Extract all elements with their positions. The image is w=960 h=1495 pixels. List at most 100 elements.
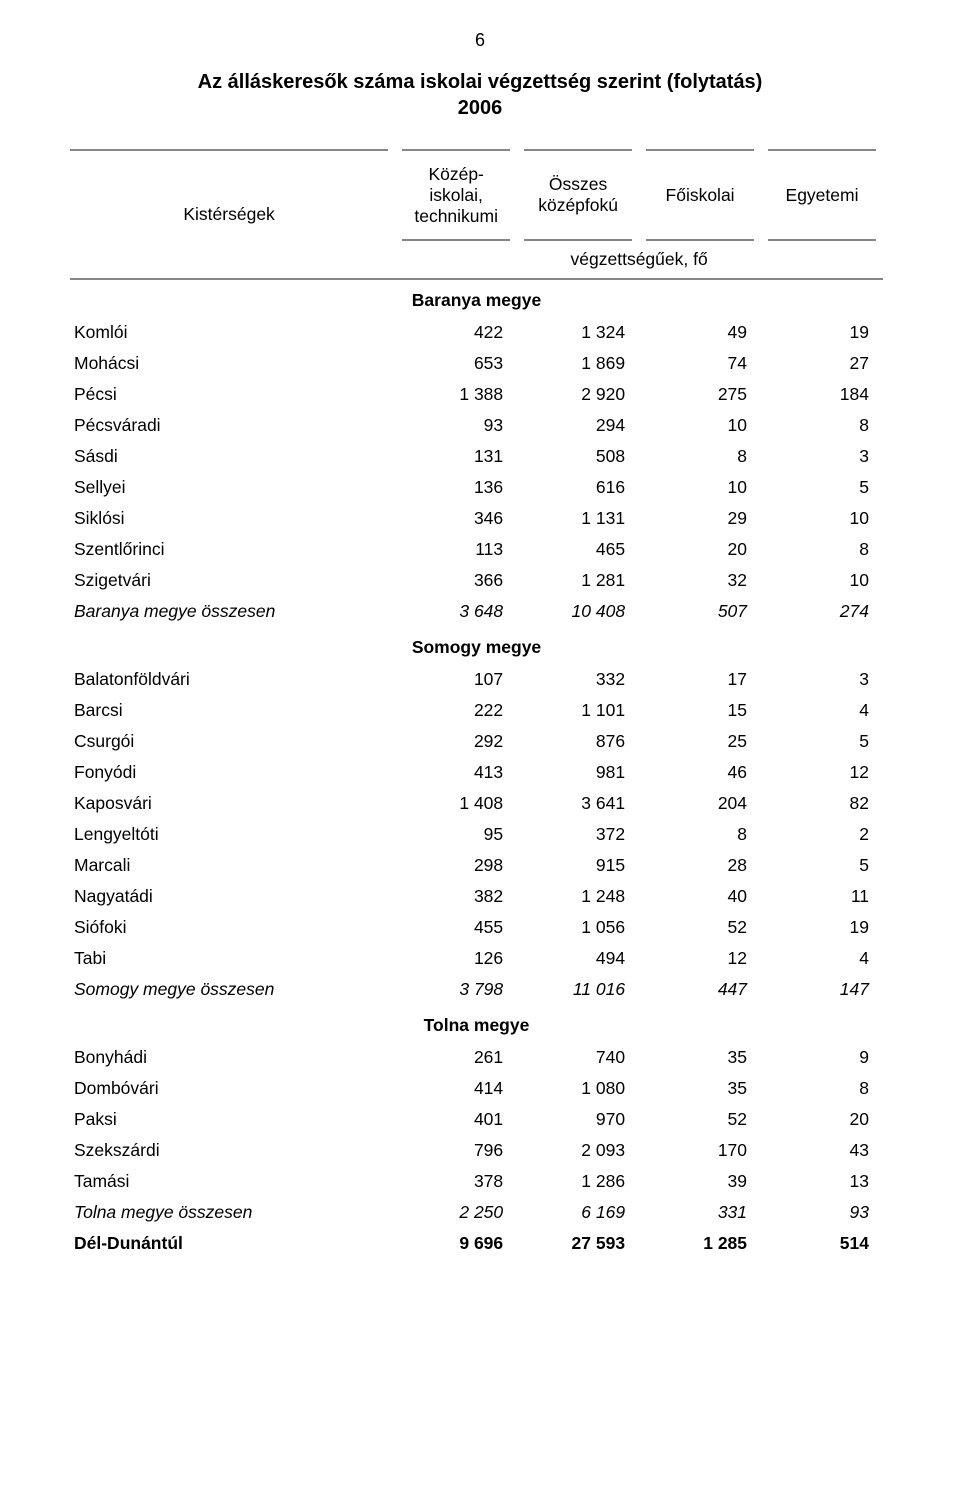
row-value-2: 970 — [517, 1104, 639, 1135]
section-name: Tolna megye — [70, 1005, 883, 1042]
row-value-1: 401 — [395, 1104, 517, 1135]
total-label: Somogy megye összesen — [70, 974, 395, 1005]
data-table: Kistérségek Közép- iskolai, technikumi Ö… — [70, 149, 890, 1259]
row-label: Balatonföldvári — [70, 664, 395, 695]
row-label: Komlói — [70, 317, 395, 348]
row-value-1: 378 — [395, 1166, 517, 1197]
table-row: Mohácsi6531 8697427 — [70, 348, 883, 379]
row-value-2: 915 — [517, 850, 639, 881]
row-value-4: 8 — [761, 1073, 883, 1104]
row-value-4: 12 — [761, 757, 883, 788]
row-label: Sellyei — [70, 472, 395, 503]
total-value-4: 274 — [761, 596, 883, 627]
row-value-1: 292 — [395, 726, 517, 757]
row-value-2: 1 101 — [517, 695, 639, 726]
row-value-4: 27 — [761, 348, 883, 379]
row-label: Sásdi — [70, 441, 395, 472]
row-value-3: 25 — [639, 726, 761, 757]
row-value-4: 4 — [761, 695, 883, 726]
total-value-4: 147 — [761, 974, 883, 1005]
row-value-3: 204 — [639, 788, 761, 819]
row-label: Barcsi — [70, 695, 395, 726]
row-value-2: 1 248 — [517, 881, 639, 912]
row-value-3: 35 — [639, 1073, 761, 1104]
row-value-1: 261 — [395, 1042, 517, 1073]
row-value-3: 15 — [639, 695, 761, 726]
row-value-4: 5 — [761, 472, 883, 503]
table-row: Tabi126494124 — [70, 943, 883, 974]
row-value-3: 10 — [639, 472, 761, 503]
table-row: Dombóvári4141 080358 — [70, 1073, 883, 1104]
table-row: Csurgói292876255 — [70, 726, 883, 757]
row-value-3: 8 — [639, 441, 761, 472]
table-row: Szigetvári3661 2813210 — [70, 565, 883, 596]
row-value-1: 222 — [395, 695, 517, 726]
row-value-1: 414 — [395, 1073, 517, 1104]
row-label: Dombóvári — [70, 1073, 395, 1104]
section-header: Baranya megye — [70, 279, 883, 317]
table-row: Paksi4019705220 — [70, 1104, 883, 1135]
row-label: Tabi — [70, 943, 395, 974]
row-value-2: 1 324 — [517, 317, 639, 348]
row-value-4: 5 — [761, 850, 883, 881]
total-value-3: 331 — [639, 1197, 761, 1228]
table-body: Baranya megyeKomlói4221 324 4 9 19 Mohácsi65… — [70, 279, 883, 1259]
section-total-row: Tolna megye összesen2 2506 16933193 — [70, 1197, 883, 1228]
row-value-2: 294 — [517, 410, 639, 441]
row-value-3: 52 — [639, 1104, 761, 1135]
row-label: Nagyatádi — [70, 881, 395, 912]
row-value-1: 95 — [395, 819, 517, 850]
table-row: Pécsi1 3882 920275184 — [70, 379, 883, 410]
row-value-1: 346 — [395, 503, 517, 534]
row-value-2: 465 — [517, 534, 639, 565]
row-value-4: 8 — [761, 534, 883, 565]
total-value-4: 93 — [761, 1197, 883, 1228]
total-value-1: 3 798 — [395, 974, 517, 1005]
row-value-2: 2 093 — [517, 1135, 639, 1166]
row-value-3: 12 — [639, 943, 761, 974]
table-header-row-1: Kistérségek Közép- iskolai, technikumi Ö… — [70, 150, 883, 240]
total-value-2: 10 408 — [517, 596, 639, 627]
row-value-3: 29 — [639, 503, 761, 534]
row-label: Lengyeltóti — [70, 819, 395, 850]
section-name: Somogy megye — [70, 627, 883, 664]
table-row: Lengyeltóti9537282 — [70, 819, 883, 850]
row-value-2: 981 — [517, 757, 639, 788]
row-label: Bonyhádi — [70, 1042, 395, 1073]
row-value-4: 11 — [761, 881, 883, 912]
row-value-4: 10 — [761, 565, 883, 596]
row-value-2: 1 056 — [517, 912, 639, 943]
grand-total-label: Dél-Dunántúl — [70, 1228, 395, 1259]
row-value-1: 113 — [395, 534, 517, 565]
total-value-3: 447 — [639, 974, 761, 1005]
row-value-1: 126 — [395, 943, 517, 974]
title-line-2: 2006 — [458, 97, 503, 119]
row-value-4: 19 — [761, 912, 883, 943]
row-label: Tamási — [70, 1166, 395, 1197]
row-value-2: 372 — [517, 819, 639, 850]
row-value-4: 3 — [761, 441, 883, 472]
row-value-2: 1 131 — [517, 503, 639, 534]
total-value-2: 11 016 — [517, 974, 639, 1005]
row-value-3: 8 — [639, 819, 761, 850]
row-value-3: 17 — [639, 664, 761, 695]
table-row: Szentlőrinci113465208 — [70, 534, 883, 565]
row-value-4: 5 — [761, 726, 883, 757]
table-row: Sásdi13150883 — [70, 441, 883, 472]
row-value-3: 20 — [639, 534, 761, 565]
row-value-3: 275 — [639, 379, 761, 410]
row-value-3: 74 — [639, 348, 761, 379]
row-value-4: 9 — [761, 1042, 883, 1073]
row-label: Szekszárdi — [70, 1135, 395, 1166]
col-header-1: Közép- iskolai, technikumi — [395, 150, 517, 240]
row-value-2: 616 — [517, 472, 639, 503]
row-value-1: 455 — [395, 912, 517, 943]
table-row: Sellyei136616105 — [70, 472, 883, 503]
row-value-1: 422 — [395, 317, 517, 348]
table-row: Siófoki4551 0565219 — [70, 912, 883, 943]
row-value-3: 28 — [639, 850, 761, 881]
row-value-1: 107 — [395, 664, 517, 695]
row-label: Mohácsi — [70, 348, 395, 379]
row-value-4: 20 — [761, 1104, 883, 1135]
row-value-2: 332 — [517, 664, 639, 695]
